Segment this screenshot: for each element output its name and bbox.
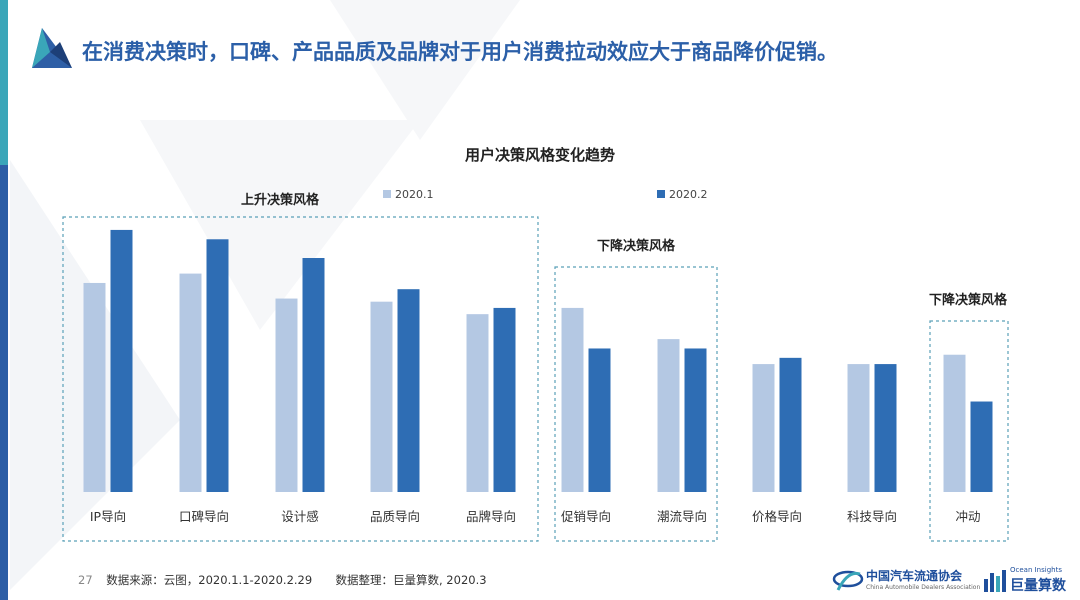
page-number: 27 <box>78 573 93 587</box>
bar-2020.2-冲动 <box>970 401 993 492</box>
ocean-insights-logo-cn: 巨量算数 <box>1010 578 1066 594</box>
x-tick-label-科技导向: 科技导向 <box>847 509 897 524</box>
footer-source: 27 数据来源：云图，2020.1.1-2020.2.29 数据整理：巨量算数,… <box>78 572 487 588</box>
ocean-insights-logo: Ocean Insights 巨量算数 <box>984 566 1076 596</box>
bar-2020.1-品质导向 <box>370 301 393 492</box>
group-label-2: 下降决策风格 <box>929 292 1008 308</box>
header-logo-icon <box>32 28 72 68</box>
x-tick-label-IP导向: IP导向 <box>90 509 126 524</box>
ocean-insights-logo-en: Ocean Insights <box>1010 566 1062 574</box>
legend-swatch-2020.2 <box>657 190 665 198</box>
data-compiled: 数据整理：巨量算数, 2020.3 <box>335 573 487 587</box>
cada-logo-icon <box>832 570 864 591</box>
bar-2020.1-科技导向 <box>847 364 870 492</box>
bar-2020.1-冲动 <box>943 354 966 492</box>
left-accent-stripe-teal <box>0 0 8 165</box>
page-headline: 在消费决策时，口碑、产品品质及品牌对于用户消费拉动效应大于商品降价促销。 <box>82 40 838 64</box>
bar-2020.1-设计感 <box>275 298 298 492</box>
left-accent-stripe <box>0 0 8 600</box>
cada-logo-en: China Automobile Dealers Association <box>866 584 981 591</box>
bar-2020.1-促销导向 <box>561 307 584 492</box>
bar-2020.2-IP导向 <box>110 229 133 493</box>
data-source: 数据来源：云图，2020.1.1-2020.2.29 <box>106 573 313 587</box>
legend-label-2020.1: 2020.1 <box>395 188 434 201</box>
bar-2020.2-潮流导向 <box>684 348 707 492</box>
group-box-0 <box>62 216 539 542</box>
bar-2020.2-促销导向 <box>588 348 611 492</box>
bar-2020.2-设计感 <box>302 258 325 492</box>
bar-2020.1-口碑导向 <box>179 273 202 492</box>
bar-2020.1-价格导向 <box>752 364 775 492</box>
x-tick-label-品质导向: 品质导向 <box>370 509 420 524</box>
legend-label-2020.2: 2020.2 <box>669 188 708 201</box>
legend-swatch-2020.1 <box>383 190 391 198</box>
x-tick-label-价格导向: 价格导向 <box>752 509 802 524</box>
bar-2020.1-IP导向 <box>83 282 106 492</box>
bar-2020.1-品牌导向 <box>466 314 489 492</box>
cada-logo: 中国汽车流通协会 China Automobile Dealers Associ… <box>832 566 980 596</box>
cada-logo-cn: 中国汽车流通协会 <box>866 569 963 583</box>
group-box-2 <box>929 320 1009 542</box>
x-tick-label-冲动: 冲动 <box>955 509 980 524</box>
group-label-1: 下降决策风格 <box>597 238 676 254</box>
x-tick-label-设计感: 设计感 <box>281 509 319 524</box>
bar-2020.2-科技导向 <box>874 364 897 492</box>
bar-2020.2-品质导向 <box>397 289 420 492</box>
x-tick-label-潮流导向: 潮流导向 <box>657 509 707 524</box>
left-accent-stripe-blue <box>0 165 8 600</box>
bar-2020.2-价格导向 <box>779 357 802 492</box>
x-tick-label-品牌导向: 品牌导向 <box>466 509 516 524</box>
chart-title: 用户决策风格变化趋势 <box>465 146 615 164</box>
x-tick-label-口碑导向: 口碑导向 <box>179 509 229 524</box>
group-label-0: 上升决策风格 <box>241 192 320 208</box>
group-box-1 <box>554 266 718 542</box>
bar-2020.1-潮流导向 <box>657 339 680 492</box>
x-tick-label-促销导向: 促销导向 <box>561 509 611 524</box>
ocean-insights-logo-icon <box>984 570 1006 592</box>
bar-2020.2-口碑导向 <box>206 239 229 492</box>
bar-2020.2-品牌导向 <box>493 307 516 492</box>
